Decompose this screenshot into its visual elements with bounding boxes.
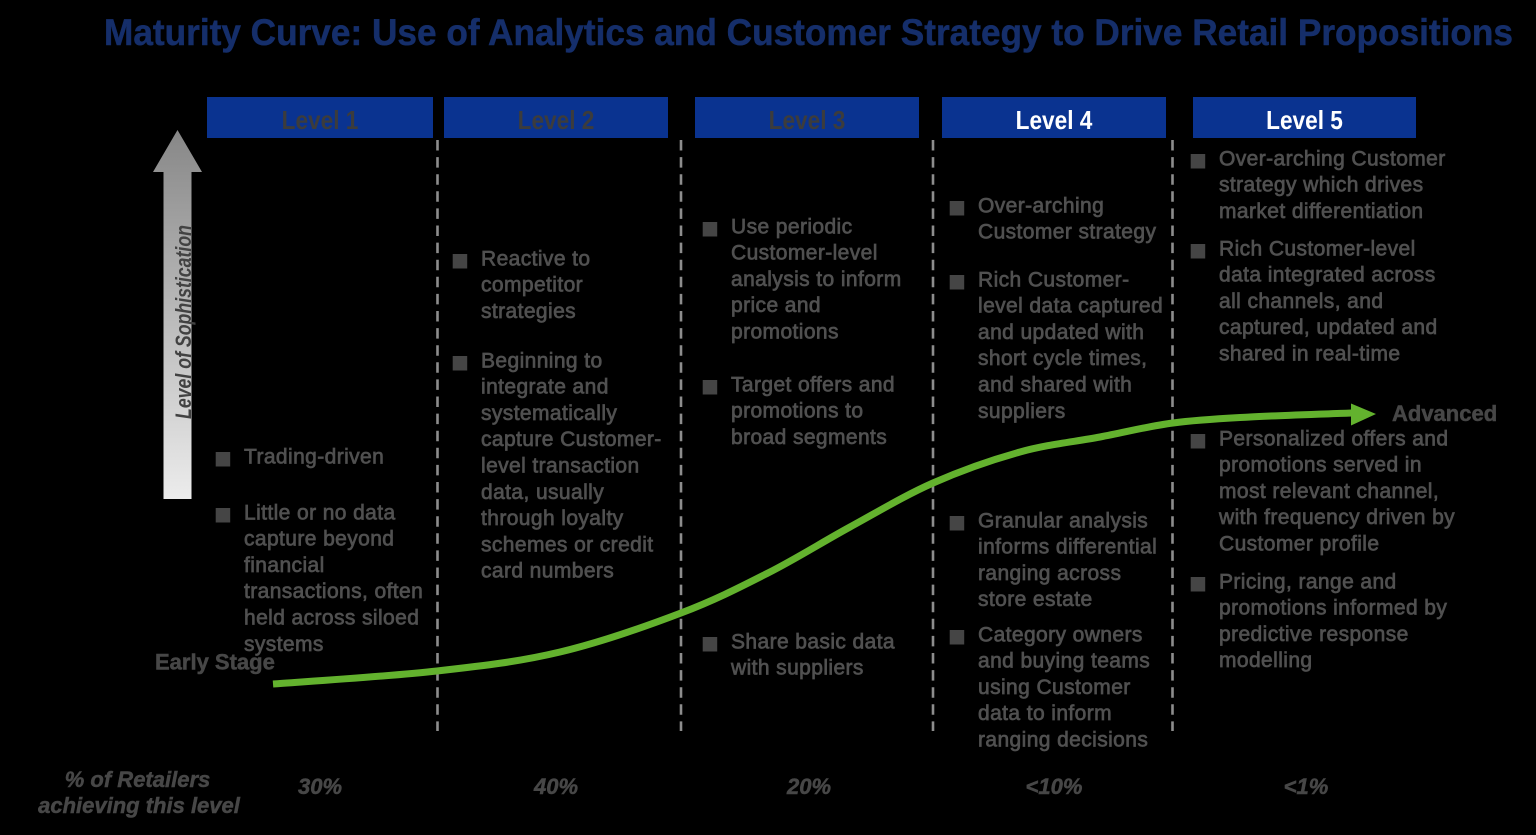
svg-text:Level 5: Level 5	[1266, 107, 1343, 136]
svg-text:Beginning to: Beginning to	[481, 349, 603, 372]
svg-text:strategy which drives: strategy which drives	[1219, 174, 1423, 197]
svg-text:all channels, and: all channels, and	[1219, 290, 1383, 313]
svg-text:financial: financial	[244, 554, 325, 577]
svg-text:Over-arching Customer: Over-arching Customer	[1219, 147, 1446, 170]
svg-text:Advanced: Advanced	[1392, 401, 1497, 426]
svg-text:with frequency driven by: with frequency driven by	[1218, 506, 1455, 529]
svg-text:through loyalty: through loyalty	[481, 507, 624, 530]
svg-text:systems: systems	[244, 633, 324, 656]
svg-text:data integrated across: data integrated across	[1219, 264, 1436, 287]
svg-text:capture beyond: capture beyond	[244, 528, 394, 551]
svg-text:Share basic data: Share basic data	[731, 630, 895, 653]
svg-text:Reactive to: Reactive to	[481, 247, 590, 270]
svg-text:store estate: store estate	[978, 588, 1093, 611]
svg-text:shared in real-time: shared in real-time	[1219, 343, 1401, 366]
svg-text:informs differential: informs differential	[978, 536, 1157, 559]
svg-text:competitor: competitor	[481, 274, 583, 297]
svg-text:Use periodic: Use periodic	[731, 215, 853, 238]
svg-text:Granular analysis: Granular analysis	[978, 509, 1148, 532]
svg-text:and shared with: and shared with	[978, 374, 1132, 397]
svg-text:Little or no data: Little or no data	[244, 501, 396, 524]
svg-text:integrate and: integrate and	[481, 376, 609, 399]
svg-text:% of Retailers: % of Retailers	[65, 767, 211, 792]
svg-text:Level of Sophistication: Level of Sophistication	[171, 225, 196, 419]
svg-text:schemes or credit: schemes or credit	[481, 533, 654, 556]
svg-text:price and: price and	[731, 294, 821, 317]
svg-text:promotions served in: promotions served in	[1219, 454, 1422, 477]
svg-text:and buying teams: and buying teams	[978, 650, 1150, 673]
svg-text:30%: 30%	[298, 774, 342, 799]
svg-text:Rich Customer-level: Rich Customer-level	[1219, 237, 1416, 260]
svg-text:Level 3: Level 3	[769, 107, 846, 136]
svg-text:Customer profile: Customer profile	[1219, 533, 1379, 556]
svg-text:captured, updated and: captured, updated and	[1219, 316, 1438, 339]
svg-text:level transaction: level transaction	[481, 455, 640, 478]
svg-text:Level 1: Level 1	[282, 107, 359, 136]
svg-text:analysis to inform: analysis to inform	[731, 268, 902, 291]
svg-text:Over-arching: Over-arching	[978, 194, 1104, 217]
svg-text:Target offers and: Target offers and	[731, 373, 895, 396]
svg-text:achieving this level: achieving this level	[38, 793, 241, 818]
svg-text:suppliers: suppliers	[978, 400, 1066, 423]
svg-text:data, usually: data, usually	[481, 481, 604, 504]
svg-text:with suppliers: with suppliers	[730, 657, 864, 680]
svg-text:most relevant channel,: most relevant channel,	[1219, 480, 1439, 503]
svg-text:data to inform: data to inform	[978, 702, 1112, 725]
svg-text:promotions to: promotions to	[731, 400, 863, 423]
svg-text:<1%: <1%	[1284, 774, 1329, 799]
svg-text:and updated with: and updated with	[978, 321, 1144, 344]
svg-text:broad segments: broad segments	[731, 426, 887, 449]
svg-text:transactions, often: transactions, often	[244, 580, 423, 603]
svg-text:<10%: <10%	[1026, 774, 1083, 799]
svg-text:Trading-driven: Trading-driven	[244, 445, 384, 468]
svg-text:strategies: strategies	[481, 300, 576, 323]
svg-text:market differentiation: market differentiation	[1219, 200, 1424, 223]
svg-text:Category owners: Category owners	[978, 623, 1143, 646]
svg-text:Customer-level: Customer-level	[731, 242, 878, 265]
svg-text:modelling: modelling	[1219, 649, 1313, 672]
svg-text:ranging decisions: ranging decisions	[978, 729, 1148, 752]
svg-text:card numbers: card numbers	[481, 560, 614, 583]
svg-text:Level 2: Level 2	[518, 107, 595, 136]
svg-text:systematically: systematically	[481, 402, 617, 425]
svg-text:20%: 20%	[786, 774, 831, 799]
svg-text:capture Customer-: capture Customer-	[481, 428, 662, 451]
svg-text:predictive response: predictive response	[1219, 623, 1409, 646]
svg-text:Rich Customer-: Rich Customer-	[978, 268, 1129, 291]
svg-text:promotions informed by: promotions informed by	[1219, 597, 1447, 620]
svg-text:Maturity Curve: Use of Analyti: Maturity Curve: Use of Analytics and Cus…	[104, 12, 1513, 53]
svg-text:40%: 40%	[533, 774, 578, 799]
svg-text:held across siloed: held across siloed	[244, 607, 419, 630]
svg-text:Pricing, range and: Pricing, range and	[1219, 570, 1397, 593]
svg-text:using Customer: using Customer	[978, 676, 1131, 699]
svg-text:promotions: promotions	[731, 321, 839, 344]
svg-text:ranging across: ranging across	[978, 562, 1121, 585]
svg-text:level data captured: level data captured	[978, 295, 1163, 318]
svg-text:Customer strategy: Customer strategy	[978, 221, 1156, 244]
svg-text:Level 4: Level 4	[1016, 107, 1093, 136]
svg-text:short cycle times,: short cycle times,	[978, 347, 1147, 370]
svg-text:Personalized offers and: Personalized offers and	[1219, 427, 1448, 450]
svg-text:Early Stage: Early Stage	[155, 650, 275, 675]
